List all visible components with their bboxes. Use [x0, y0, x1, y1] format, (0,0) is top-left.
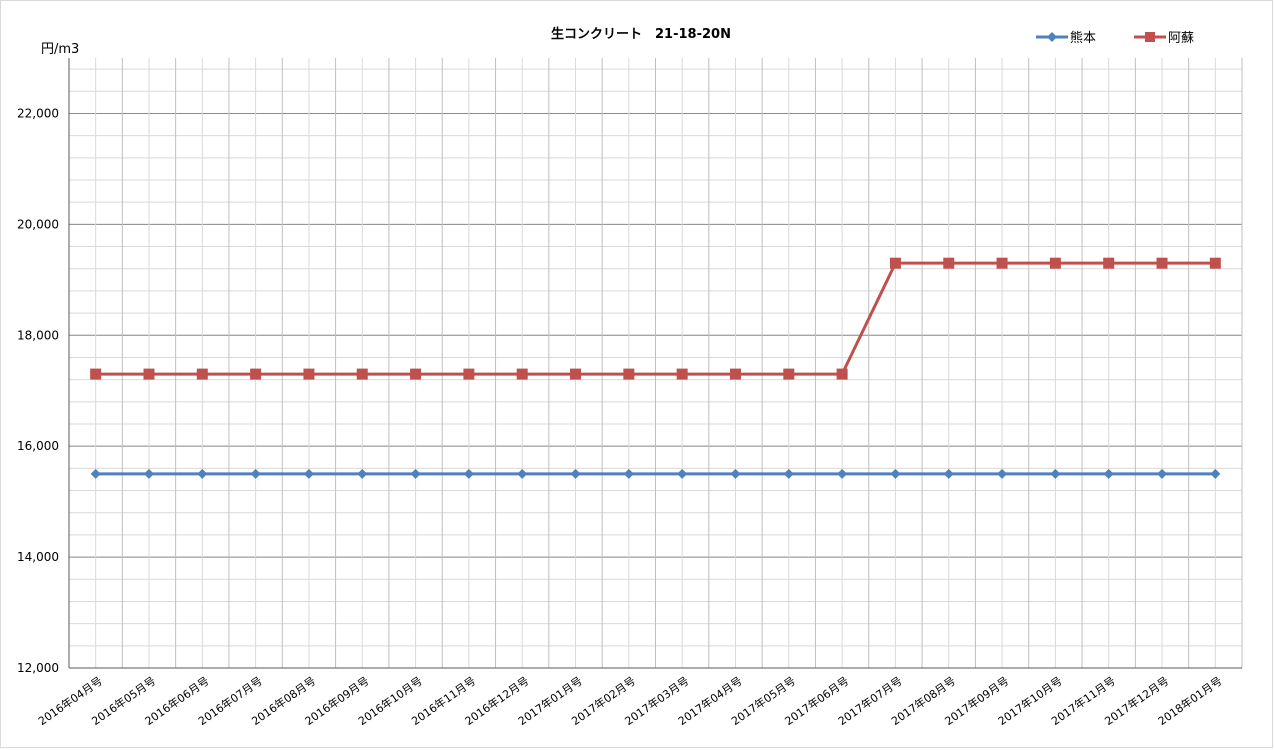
data-point-marker: [1103, 468, 1114, 479]
data-point-marker: [250, 368, 262, 380]
y-tick-labels: 12,000 14,000 16,000 18,000 20,000 22,000: [17, 106, 59, 675]
data-point-marker: [677, 468, 688, 479]
data-point-marker: [729, 368, 741, 380]
data-point-marker: [303, 468, 314, 479]
y-axis-unit-label: 円/m3: [41, 42, 79, 57]
x-tick-labels: 2016年04月号2016年05月号2016年06月号2016年07月号2016…: [36, 674, 1225, 728]
series-2: [90, 257, 1221, 380]
data-point-marker: [463, 468, 474, 479]
series-1: [90, 468, 1221, 479]
series-layer: [90, 257, 1221, 479]
y-tick-label: 22,000: [17, 106, 59, 120]
data-point-marker: [890, 468, 901, 479]
data-point-marker: [570, 468, 581, 479]
y-tick-label: 18,000: [17, 328, 59, 342]
data-point-marker: [143, 368, 155, 380]
series-line: [95, 261, 1216, 376]
y-tick-label: 16,000: [17, 439, 59, 453]
data-point-marker: [357, 468, 368, 479]
data-point-marker: [303, 368, 315, 380]
data-point-marker: [943, 257, 955, 269]
chart-title: 生コンクリート 21-18-20N: [551, 26, 731, 42]
legend: 熊本 阿蘇: [1036, 30, 1194, 46]
data-point-marker: [463, 368, 475, 380]
data-point-marker: [1049, 257, 1061, 269]
data-point-marker: [516, 368, 528, 380]
data-point-marker: [143, 468, 154, 479]
legend-label: 阿蘇: [1168, 31, 1194, 46]
data-point-marker: [1210, 468, 1221, 479]
data-point-marker: [676, 368, 688, 380]
data-point-marker: [1209, 257, 1221, 269]
axes: [68, 58, 1242, 669]
y-tick-label: 20,000: [17, 217, 59, 231]
data-point-marker: [889, 257, 901, 269]
legend-label: 熊本: [1070, 30, 1096, 46]
data-point-marker: [943, 468, 954, 479]
data-point-marker: [623, 368, 635, 380]
data-point-marker: [517, 468, 528, 479]
y-tick-label: 12,000: [17, 661, 59, 675]
data-point-marker: [356, 368, 368, 380]
data-point-marker: [1156, 257, 1168, 269]
data-point-marker: [196, 368, 208, 380]
data-point-marker: [730, 468, 741, 479]
data-point-marker: [997, 468, 1008, 479]
data-point-marker: [250, 468, 261, 479]
y-tick-label: 14,000: [17, 550, 59, 564]
data-point-marker: [410, 468, 421, 479]
data-point-marker: [90, 468, 101, 479]
data-point-marker: [996, 257, 1008, 269]
data-point-marker: [783, 468, 794, 479]
data-point-marker: [837, 468, 848, 479]
data-point-marker: [623, 468, 634, 479]
data-point-marker: [783, 368, 795, 380]
data-point-marker: [1050, 468, 1061, 479]
data-point-marker: [1103, 257, 1115, 269]
data-point-marker: [410, 368, 422, 380]
data-point-marker: [1157, 468, 1168, 479]
grid-lines: [68, 58, 1243, 669]
legend-marker: [1145, 32, 1155, 42]
data-point-marker: [570, 368, 582, 380]
data-point-marker: [836, 368, 848, 380]
data-point-marker: [197, 468, 208, 479]
data-point-marker: [90, 368, 102, 380]
legend-marker: [1047, 32, 1057, 42]
